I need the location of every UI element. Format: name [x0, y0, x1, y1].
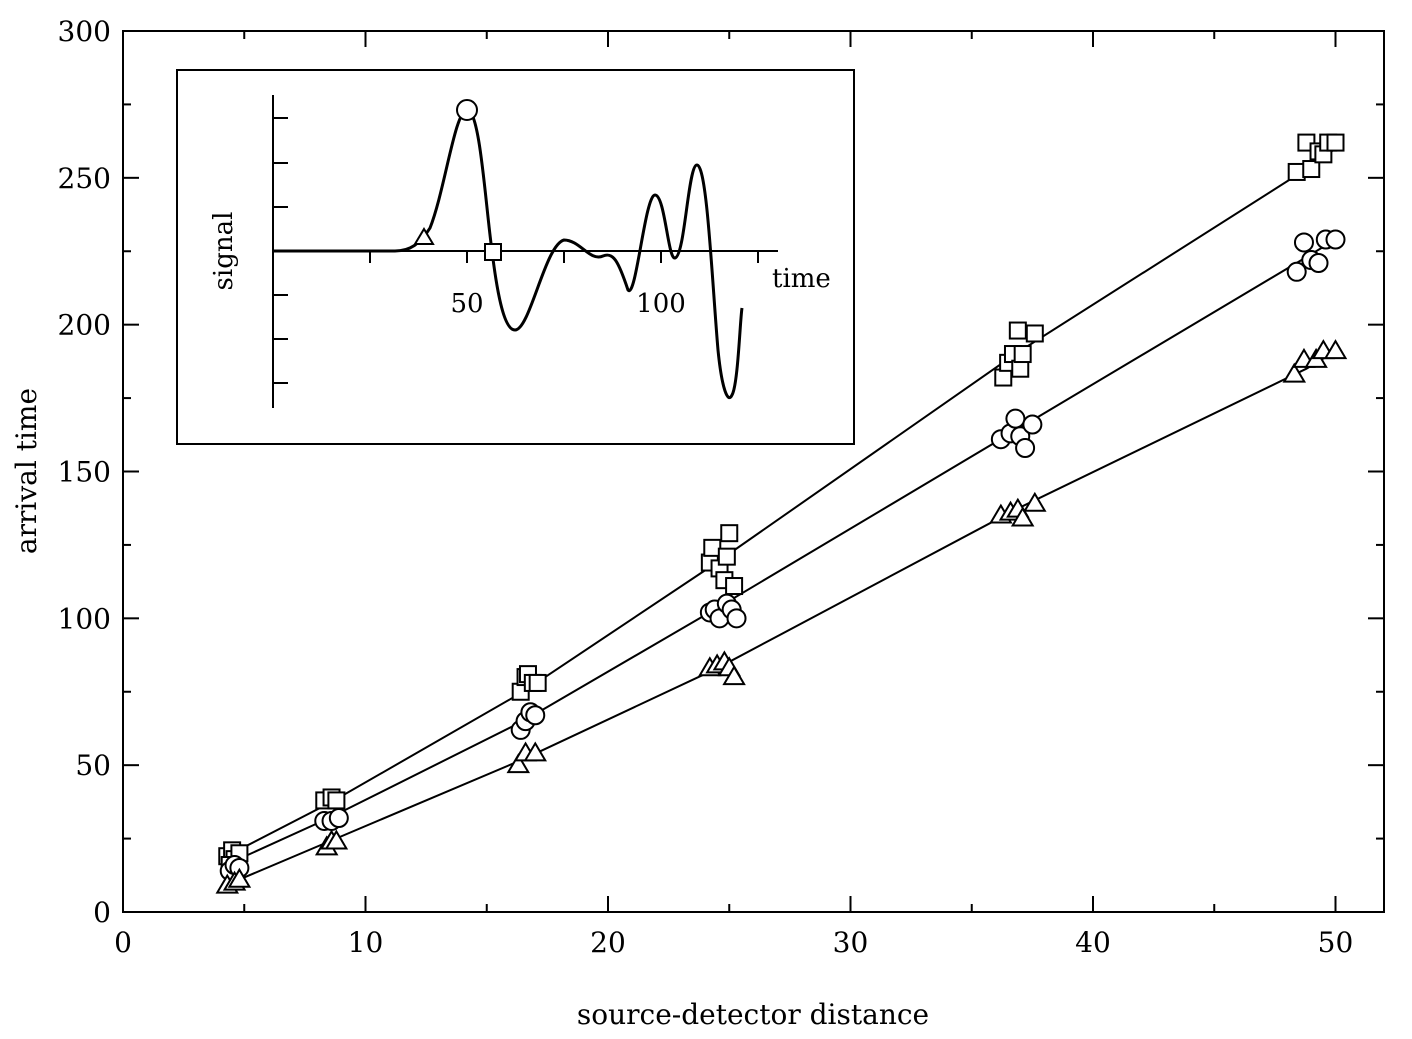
inset-x-ticks [369, 251, 759, 263]
circle-point [1325, 229, 1346, 250]
triangle-point [227, 867, 252, 888]
triangle-point [324, 829, 349, 850]
inset-circle-marker [456, 99, 478, 121]
square-point [1011, 359, 1030, 378]
x-tick-label: 10 [348, 926, 384, 959]
y-tick-label: 150 [58, 456, 111, 489]
circle-point [1308, 252, 1329, 273]
x-tick-label: 30 [833, 926, 869, 959]
circle-point [1015, 438, 1036, 459]
x-tick-label: 0 [114, 926, 132, 959]
y-axis-ticks: 0 50 100 150 200 250 300 [58, 15, 1384, 929]
inset-y-axis-title: signal [209, 212, 239, 291]
square-point [1326, 133, 1345, 152]
square-point [528, 673, 547, 692]
y-axis-title: arrival time [10, 388, 43, 554]
circle-point [726, 608, 747, 629]
y-tick-label: 300 [58, 15, 111, 48]
triangle-point [1323, 339, 1348, 360]
circle-point [1286, 261, 1307, 282]
x-tick-label: 20 [590, 926, 626, 959]
square-point [720, 524, 739, 543]
inset-y-ticks [273, 117, 288, 384]
triangle-point [506, 753, 531, 774]
square-point [994, 368, 1013, 387]
y-tick-label: 250 [58, 162, 111, 195]
inset-square-marker [484, 243, 502, 261]
y-tick-label: 50 [75, 749, 111, 782]
x-tick-label: 40 [1075, 926, 1111, 959]
inset-x-tick-label-50: 50 [450, 289, 483, 319]
square-point [717, 547, 736, 566]
square-point [327, 791, 346, 810]
inset-frame [176, 69, 855, 445]
square-point [1025, 324, 1044, 343]
circle-point [1022, 414, 1043, 435]
data-points [215, 133, 1348, 894]
y-tick-label: 0 [93, 896, 111, 929]
triangle-point [722, 665, 746, 686]
square-point [1008, 321, 1027, 340]
square-point [1302, 160, 1321, 179]
circle-point [1293, 232, 1314, 253]
inset-x-tick-label-100: 100 [636, 289, 686, 319]
circle-point [525, 705, 546, 726]
triangle-point [523, 741, 547, 762]
circle-point [1005, 408, 1026, 429]
triangle-point [1023, 491, 1047, 512]
x-tick-label: 50 [1318, 926, 1354, 959]
triangle-point [1282, 362, 1307, 383]
square-point [1013, 345, 1032, 364]
inset-triangle-marker [413, 227, 435, 245]
x-axis-title: source-detector distance [577, 998, 929, 1031]
triangle-point [1010, 506, 1035, 527]
square-point [725, 577, 744, 596]
inset-signal-plot: 50 100 time signal [176, 69, 855, 445]
y-tick-label: 200 [58, 309, 111, 342]
circle-point [328, 808, 349, 829]
x-axis-ticks: 0 10 20 30 40 50 [114, 31, 1353, 959]
y-tick-label: 100 [58, 602, 111, 635]
inset-x-axis-title: time [772, 264, 831, 294]
